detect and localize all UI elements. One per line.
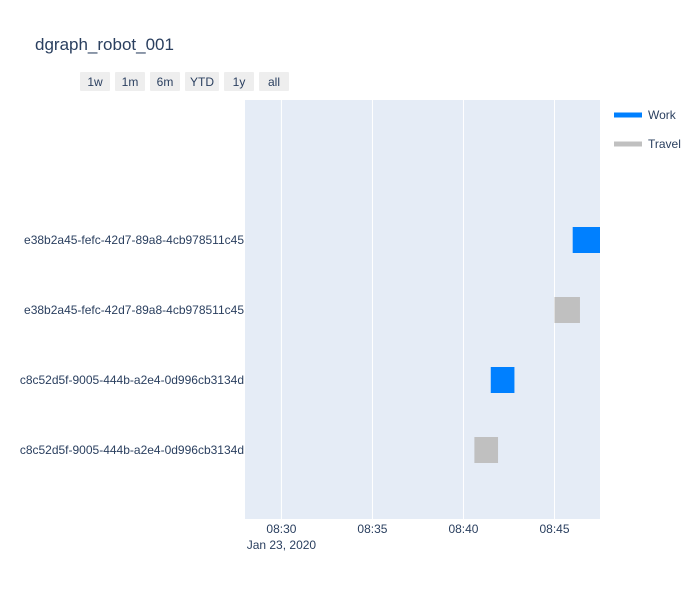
task-bar-work[interactable] [490, 367, 515, 393]
y-axis: e38b2a45-fefc-42d7-89a8-4cb978511c45 e38b… [20, 233, 245, 457]
x-date-label: Jan 23, 2020 [247, 538, 317, 552]
task-bar-work[interactable] [572, 227, 600, 253]
range-selector: 1w 1m 6m YTD 1y all [80, 72, 289, 91]
range-button-1y[interactable]: 1y [224, 72, 254, 91]
range-button-label: YTD [190, 75, 214, 89]
task-bar-travel[interactable] [554, 297, 580, 323]
range-button-1w[interactable]: 1w [80, 72, 110, 91]
x-tick-label: 08:35 [357, 522, 387, 536]
range-button-bg [259, 72, 289, 91]
range-button-1m[interactable]: 1m [115, 72, 145, 91]
range-button-label: 1m [122, 75, 139, 89]
x-tick-label: 08:40 [448, 522, 478, 536]
range-button-label: 6m [157, 75, 174, 89]
range-button-bg [185, 72, 219, 91]
range-button-all[interactable]: all [259, 72, 289, 91]
y-tick-label: e38b2a45-fefc-42d7-89a8-4cb978511c45 [24, 303, 244, 317]
y-tick-label: c8c52d5f-9005-444b-a2e4-0d996cb3134d [20, 373, 244, 387]
range-button-6m[interactable]: 6m [150, 72, 180, 91]
x-axis: 08:30 08:35 08:40 08:45 Jan 23, 2020 [247, 522, 570, 552]
legend-item-work[interactable]: Work [614, 108, 677, 122]
x-tick-label: 08:45 [539, 522, 569, 536]
y-tick-label: e38b2a45-fefc-42d7-89a8-4cb978511c45 [24, 233, 244, 247]
range-button-bg [115, 72, 145, 91]
legend-item-travel[interactable]: Travel [614, 137, 681, 151]
y-tick-label: c8c52d5f-9005-444b-a2e4-0d996cb3134d [20, 443, 244, 457]
range-button-label: all [268, 75, 280, 89]
range-button-bg [224, 72, 254, 91]
legend-label: Work [648, 108, 677, 122]
range-button-label: 1w [87, 75, 103, 89]
legend-label: Travel [648, 137, 681, 151]
chart-title: dgraph_robot_001 [35, 35, 174, 54]
plot-area [245, 100, 600, 519]
x-tick-label: 08:30 [266, 522, 296, 536]
task-bar-travel[interactable] [474, 437, 499, 463]
range-button-ytd[interactable]: YTD [185, 72, 219, 91]
range-button-bg [80, 72, 110, 91]
range-button-label: 1y [233, 75, 246, 89]
legend: Work Travel [614, 108, 681, 151]
task-bars [474, 227, 600, 463]
range-button-bg [150, 72, 180, 91]
